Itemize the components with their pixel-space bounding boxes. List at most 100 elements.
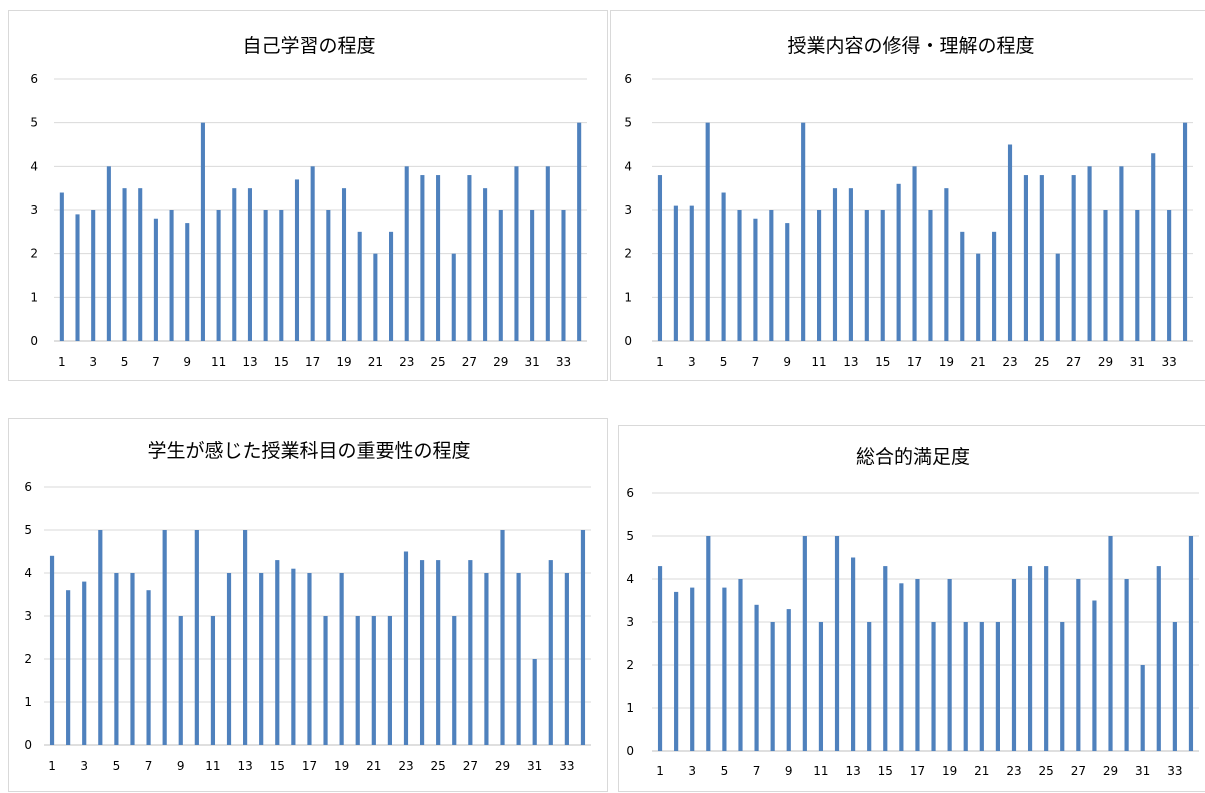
bar (673, 205, 678, 341)
bar (834, 536, 840, 751)
x-tick-label: 5 (721, 764, 729, 778)
bar (577, 122, 582, 342)
x-tick-label: 17 (305, 355, 320, 369)
chart-panel-importance: 学生が感じた授業科目の重要性の程度 0 1 2 3 4 5 6 1 3 5 7 9 11 13 15 17 19 2… (8, 418, 608, 792)
bar (1119, 166, 1124, 341)
bar (420, 175, 425, 341)
bar (1007, 144, 1013, 341)
x-tick-label: 3 (80, 759, 88, 773)
bar (263, 210, 268, 341)
bar (387, 616, 392, 745)
x-tick-label: 7 (145, 759, 153, 773)
x-tick-label: 27 (462, 355, 477, 369)
y-tick-label: 0 (24, 738, 32, 752)
x-tick-label: 9 (177, 759, 185, 773)
x-tick-label: 7 (152, 355, 160, 369)
x-tick-label: 29 (495, 759, 510, 773)
chart-panel-self-study: 自己学習の程度 0 1 2 3 4 5 6 1 3 5 7 9 11 13 15 17 19 21 23 25 27 29 3… (8, 10, 608, 381)
x-tick-label: 19 (939, 355, 954, 369)
bar (259, 573, 264, 745)
bar (1172, 622, 1177, 751)
x-tick-label: 3 (89, 355, 97, 369)
x-tick-label: 7 (752, 355, 760, 369)
bar (737, 210, 742, 341)
y-tick-label: 1 (24, 695, 32, 709)
x-tick-label: 19 (334, 759, 349, 773)
x-tick-label: 15 (875, 355, 890, 369)
chart-panel-understanding: 授業内容の修得・理解の程度 0 1 2 3 4 5 6 1 3 5 7 9 11 13 15 17 19 21 23 2… (610, 10, 1205, 381)
bar (1151, 153, 1156, 341)
bar (928, 210, 933, 341)
bar (1027, 566, 1033, 751)
bar (867, 622, 872, 751)
chart-title: 学生が感じた授業科目の重要性の程度 (147, 440, 470, 462)
bar (899, 583, 904, 751)
x-tick-label: 25 (431, 759, 446, 773)
bar (992, 231, 997, 341)
bar (122, 188, 127, 341)
bar (802, 536, 807, 751)
bar (754, 604, 759, 751)
x-tick-label: 29 (1103, 764, 1118, 778)
y-tick-label: 3 (626, 615, 634, 629)
x-tick-label: 1 (48, 759, 56, 773)
bar (483, 188, 488, 341)
bar (153, 218, 158, 341)
x-tick-label: 25 (1039, 764, 1054, 778)
bar (912, 166, 917, 341)
bar (326, 210, 331, 341)
bar (452, 616, 457, 745)
chart-panel-satisfaction: 総合的満足度 0 1 2 3 4 5 6 1 3 5 7 9 11 13 15 17 19 21 23 25 27 29 31… (618, 425, 1205, 792)
bar (1055, 253, 1060, 341)
x-tick-label: 31 (1130, 355, 1145, 369)
bar (848, 188, 853, 341)
x-tick-label: 21 (971, 355, 986, 369)
x-tick-label: 21 (366, 759, 381, 773)
y-tick-label: 1 (624, 290, 632, 304)
bar (1103, 210, 1108, 341)
bar (769, 210, 774, 341)
x-tick-label: 11 (205, 759, 220, 773)
bar (738, 579, 743, 751)
y-tick-label: 5 (30, 116, 38, 130)
bar (689, 205, 694, 341)
bar (389, 231, 394, 341)
x-tick-label: 15 (270, 759, 285, 773)
bar (1071, 175, 1076, 341)
bar (864, 210, 869, 341)
x-tick-label: 1 (58, 355, 66, 369)
x-tick-label: 19 (336, 355, 351, 369)
bar (1188, 536, 1194, 751)
bar (1124, 579, 1129, 751)
bar (706, 536, 711, 751)
bar (232, 188, 237, 341)
bar (404, 166, 409, 341)
bar (275, 560, 280, 745)
x-tick-label: 31 (524, 355, 539, 369)
bar (721, 192, 726, 341)
bar (194, 530, 199, 745)
bar (657, 566, 663, 751)
bar (373, 253, 378, 341)
y-tick-label: 3 (24, 609, 32, 623)
y-tick-label: 5 (24, 523, 32, 537)
bar (530, 210, 535, 341)
y-tick-label: 2 (24, 652, 32, 666)
x-tick-label: 19 (942, 764, 957, 778)
bar (931, 622, 936, 751)
bar (786, 609, 791, 751)
bar (801, 122, 806, 342)
bar (106, 166, 111, 341)
bar (91, 210, 96, 341)
bar (310, 166, 315, 341)
y-tick-label: 2 (626, 658, 634, 672)
bar (185, 223, 190, 341)
bar (1060, 622, 1065, 751)
y-tick-label: 4 (30, 159, 38, 173)
bar (403, 551, 409, 745)
bar (500, 530, 505, 745)
y-tick-label: 3 (30, 203, 38, 217)
bar (355, 616, 360, 745)
